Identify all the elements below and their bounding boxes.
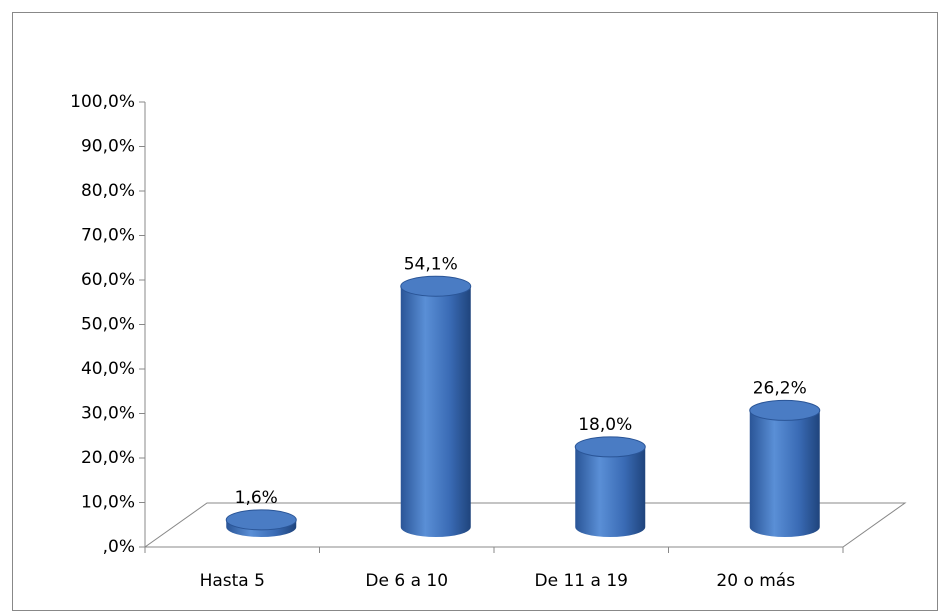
- y-tick-label: 10,0%: [81, 493, 135, 513]
- y-tick-label: 60,0%: [81, 270, 135, 290]
- data-label: 18,0%: [578, 415, 632, 435]
- bar-top: [749, 399, 821, 421]
- x-tick-label: De 6 a 10: [365, 571, 448, 591]
- bar: [575, 446, 646, 537]
- y-tick-label: 100,0%: [70, 92, 135, 112]
- data-label: 54,1%: [404, 254, 458, 274]
- floor: [143, 502, 907, 548]
- y-tick-label: 40,0%: [81, 359, 135, 379]
- x-tick-label: De 11 a 19: [535, 571, 628, 591]
- bar-top: [225, 509, 297, 531]
- bar-top: [400, 275, 472, 297]
- y-tick-label: 20,0%: [81, 448, 135, 468]
- bar: [400, 286, 471, 537]
- y-tick-label: 90,0%: [81, 137, 135, 157]
- bar-top: [574, 436, 646, 458]
- y-tick-label: ,0%: [103, 537, 135, 557]
- x-tick-label: 20 o más: [716, 571, 795, 591]
- x-tick-label: Hasta 5: [200, 571, 265, 591]
- y-tick-label: 70,0%: [81, 226, 135, 246]
- y-tick-label: 30,0%: [81, 404, 135, 424]
- data-label: 1,6%: [235, 488, 278, 508]
- data-label: 26,2%: [753, 378, 807, 398]
- y-tick-label: 50,0%: [81, 315, 135, 335]
- bar: [749, 410, 820, 537]
- y-tick-label: 80,0%: [81, 181, 135, 201]
